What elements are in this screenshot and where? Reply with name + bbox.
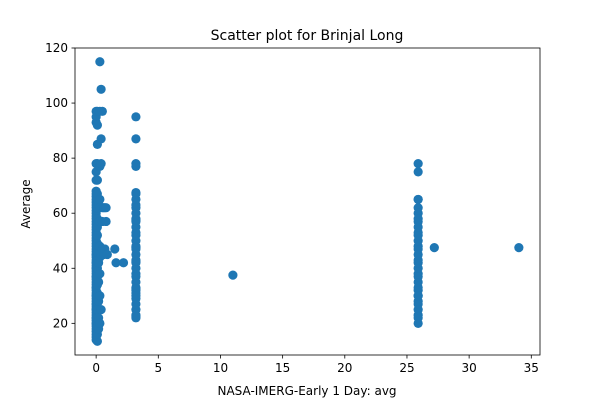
data-points [91,57,524,346]
y-tick-label: 100 [45,96,68,110]
data-point [92,175,102,185]
x-tick-label: 10 [213,361,228,375]
x-tick-label: 5 [154,361,162,375]
data-point [131,159,141,169]
data-point [94,277,104,287]
data-point [96,159,106,169]
data-point [96,304,106,315]
data-point [413,214,423,224]
x-tick-label: 35 [524,361,539,375]
data-point [131,284,141,294]
data-point [92,230,102,240]
data-point [111,258,121,268]
x-axis-title: NASA-IMERG-Early 1 Day: avg [217,384,396,398]
data-point [131,215,141,225]
data-point [228,270,238,280]
data-point [95,291,105,301]
data-point [118,258,129,268]
data-point [413,167,423,177]
x-tick-label: 20 [337,361,352,375]
y-tick-label: 120 [45,41,68,55]
x-tick-label: 25 [399,361,414,375]
y-tick-label: 80 [53,151,68,165]
data-point [131,291,141,301]
data-point [97,106,107,116]
data-point [96,134,106,144]
axes: 0 5 10 15 20 25 30 35 20 40 60 80 100 120 [45,41,541,375]
data-point [101,203,111,213]
data-point [413,291,423,301]
data-point [131,311,141,322]
data-point [96,84,106,94]
x-tick-label: 30 [461,361,476,375]
data-point [131,243,141,253]
y-tick-label: 40 [53,261,68,275]
data-point [102,249,112,260]
x-tick-label: 0 [92,361,100,375]
data-point [429,243,439,253]
data-point [131,134,141,144]
data-point [92,336,102,346]
data-point [101,216,111,227]
data-point [131,256,141,266]
data-point [92,120,102,130]
y-axis-title: Average [19,179,33,228]
y-tick-label: 60 [53,206,68,220]
data-point [95,194,105,205]
data-point [95,269,105,279]
y-tick-label: 20 [53,316,68,330]
data-point [131,112,141,122]
chart-title: Scatter plot for Brinjal Long [211,28,404,44]
data-point [95,57,105,67]
data-point [413,194,423,205]
data-point [110,244,120,254]
data-point [95,318,105,328]
x-tick-label: 15 [275,361,290,375]
data-point [514,243,524,253]
plot-frame [74,47,541,356]
data-point [413,159,423,169]
data-point [131,187,141,198]
